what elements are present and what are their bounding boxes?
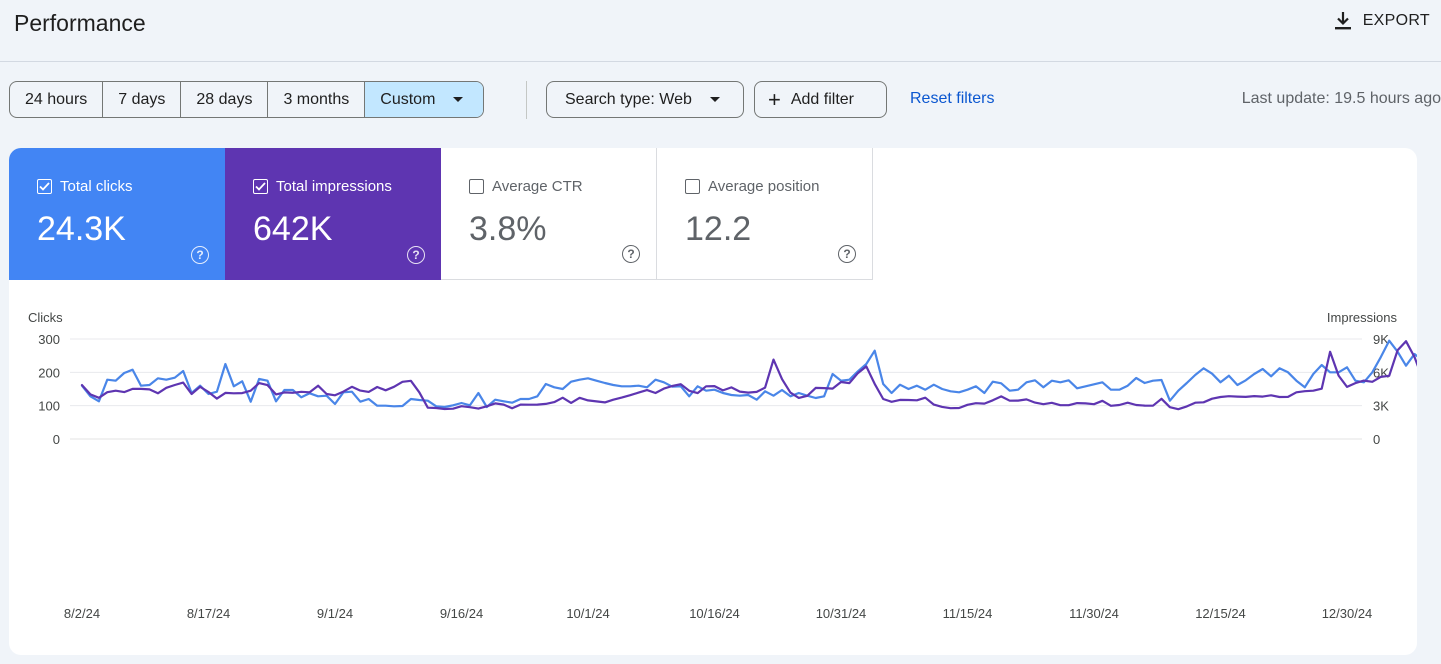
- download-icon: [1334, 11, 1352, 31]
- checkbox-unchecked-icon[interactable]: [469, 179, 484, 194]
- metric-value: 642K: [253, 210, 333, 248]
- checkbox-checked-icon[interactable]: [253, 179, 268, 194]
- metric-value: 24.3K: [37, 210, 126, 248]
- metric-label: Average CTR: [492, 178, 583, 195]
- add-filter-label: Add filter: [790, 90, 854, 108]
- metric-value: 3.8%: [469, 210, 547, 248]
- x-tick: 8/2/24: [64, 606, 100, 621]
- export-label: EXPORT: [1362, 12, 1430, 29]
- x-tick: 10/1/24: [566, 606, 609, 621]
- date-range-28-days[interactable]: 28 days: [181, 82, 269, 117]
- dropdown-arrow-icon: [709, 97, 720, 102]
- x-tick: 12/15/24: [1195, 606, 1246, 621]
- search-type-label: Search type: Web: [565, 90, 692, 108]
- y-axis-left-title: Clicks: [28, 310, 63, 325]
- x-tick: 9/1/24: [317, 606, 353, 621]
- x-tick: 11/15/24: [943, 606, 993, 621]
- metric-average-position[interactable]: Average position 12.2 ?: [657, 148, 873, 280]
- search-type-dropdown[interactable]: Search type: Web: [546, 81, 744, 118]
- export-button[interactable]: EXPORT: [1334, 11, 1430, 31]
- date-range-7-days[interactable]: 7 days: [103, 82, 182, 117]
- page-title: Performance: [14, 10, 146, 36]
- y-axis-right-title: Impressions: [1327, 310, 1398, 325]
- x-tick: 10/31/24: [816, 606, 867, 621]
- x-tick: 8/17/24: [187, 606, 230, 621]
- metric-label: Average position: [708, 178, 820, 195]
- add-filter-button[interactable]: + Add filter: [754, 81, 887, 118]
- header-bar: Performance EXPORT: [0, 0, 1441, 62]
- y-tick-left: 0: [53, 432, 60, 447]
- x-tick: 11/30/24: [1069, 606, 1119, 621]
- checkbox-checked-icon[interactable]: [37, 179, 52, 194]
- y-tick-right: 9K: [1373, 332, 1389, 347]
- checkbox-unchecked-icon[interactable]: [685, 179, 700, 194]
- x-tick: 12/30/24: [1322, 606, 1373, 621]
- x-tick: 9/16/24: [440, 606, 483, 621]
- metric-label: Total clicks: [60, 178, 133, 195]
- x-tick: 10/16/24: [689, 606, 740, 621]
- metric-total-impressions[interactable]: Total impressions 642K ?: [225, 148, 441, 280]
- metric-value: 12.2: [685, 210, 752, 248]
- help-icon[interactable]: ?: [622, 245, 640, 263]
- help-icon[interactable]: ?: [838, 245, 856, 263]
- date-range-custom[interactable]: Custom: [365, 82, 484, 117]
- filter-divider: [526, 81, 527, 119]
- y-tick-left: 300: [38, 332, 60, 347]
- series-line-impressions: [80, 340, 1417, 411]
- date-range-24-hours[interactable]: 24 hours: [10, 82, 104, 117]
- plus-icon: +: [768, 86, 781, 112]
- y-tick-right: 3K: [1373, 399, 1389, 414]
- date-range-selector: 24 hours 7 days 28 days 3 months Custom: [9, 81, 485, 118]
- help-icon[interactable]: ?: [191, 246, 209, 264]
- y-tick-left: 200: [38, 365, 60, 380]
- metric-total-clicks[interactable]: Total clicks 24.3K ?: [9, 148, 225, 280]
- date-range-3-months[interactable]: 3 months: [268, 82, 366, 117]
- dropdown-arrow-icon: [453, 97, 464, 102]
- last-update-text: Last update: 19.5 hours ago: [1241, 90, 1441, 107]
- reset-filters-link[interactable]: Reset filters: [910, 90, 995, 107]
- date-range-custom-label: Custom: [380, 90, 436, 108]
- metric-label: Total impressions: [276, 178, 392, 195]
- y-tick-right: 0: [1373, 432, 1380, 447]
- metric-average-ctr[interactable]: Average CTR 3.8% ?: [441, 148, 657, 280]
- filter-bar: 24 hours 7 days 28 days 3 months Custom …: [9, 81, 1441, 119]
- series-line-clicks: [80, 339, 1417, 409]
- help-icon[interactable]: ?: [407, 246, 425, 264]
- y-tick-left: 100: [38, 399, 60, 414]
- performance-card: Total clicks 24.3K ? Total impressions 6…: [9, 148, 1417, 655]
